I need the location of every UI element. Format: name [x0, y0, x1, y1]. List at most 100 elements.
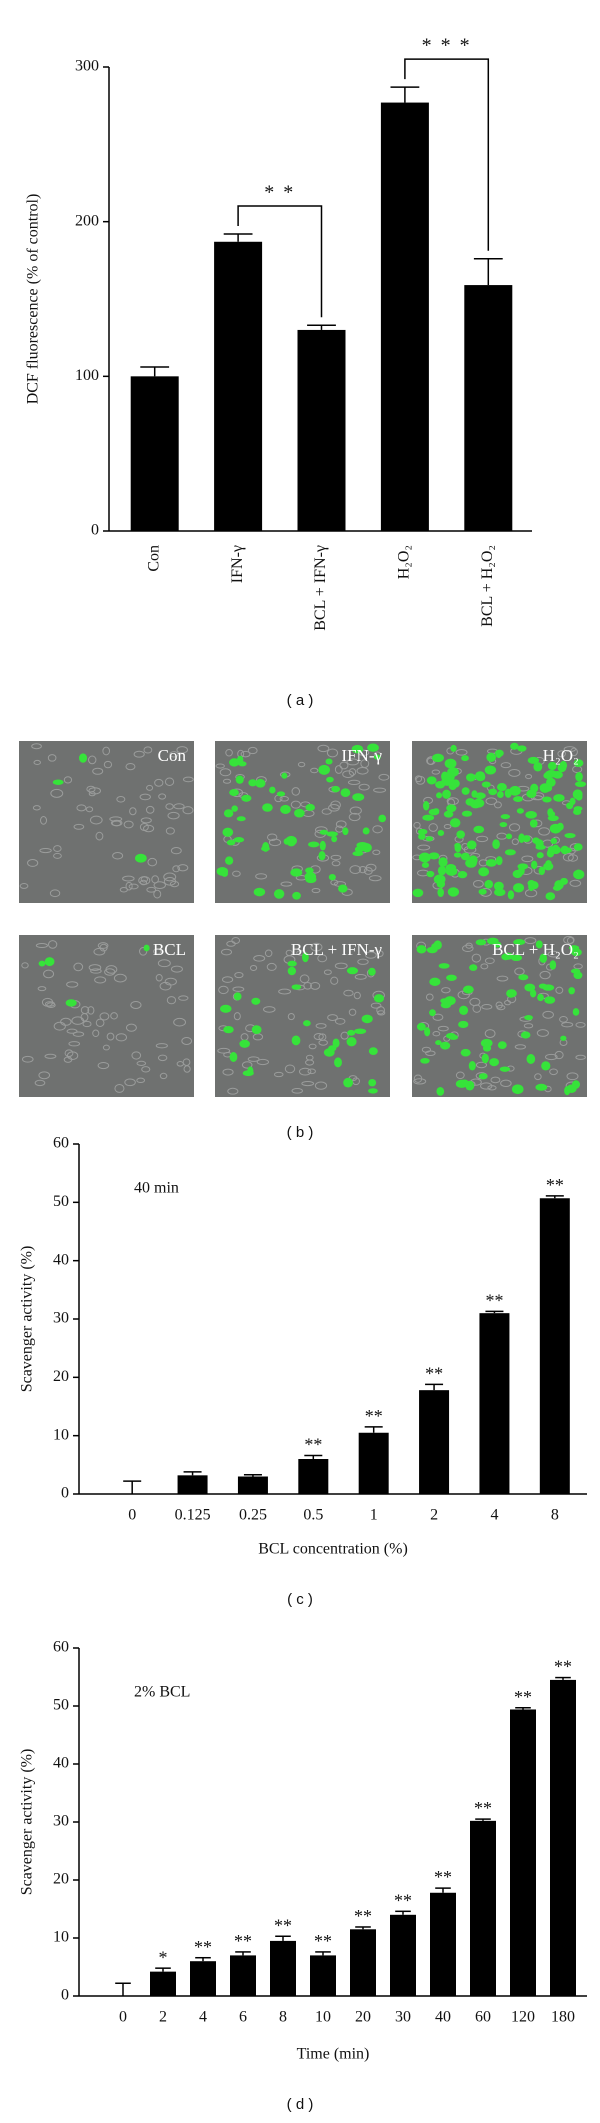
cell — [113, 973, 127, 983]
cell — [511, 838, 519, 846]
fluorescent-cell — [513, 883, 525, 893]
cell — [284, 1064, 296, 1074]
micrograph-label: H₂O₂ — [543, 746, 579, 765]
cell — [297, 761, 306, 768]
fluorescent-cell — [465, 798, 475, 806]
cell — [176, 1061, 184, 1067]
fluorescent-cell — [448, 782, 457, 790]
x-tick-label: 4 — [490, 1507, 498, 1524]
cell — [88, 791, 96, 797]
fluorescent-cell — [440, 1041, 451, 1050]
cell — [376, 950, 384, 957]
cell — [112, 851, 124, 860]
cell — [326, 748, 339, 758]
fluorescent-cell — [346, 1037, 357, 1047]
fluorescent-cell — [253, 887, 266, 897]
significance: ** — [554, 1657, 572, 1677]
fluorescent-cell — [461, 787, 470, 795]
bracket-label: * * * — [422, 35, 472, 57]
fluorescent-cell — [304, 872, 317, 882]
cell — [182, 806, 194, 815]
cell — [68, 1041, 81, 1047]
cell — [330, 854, 342, 861]
fluorescent-cell — [292, 891, 301, 900]
y-tick-label: 10 — [53, 1929, 69, 1946]
fluorescent-cell — [229, 1052, 238, 1063]
fluorescent-cell — [545, 892, 556, 901]
cell — [44, 1001, 56, 1007]
fluorescent-cell — [426, 776, 437, 785]
fluorescent-cell — [509, 785, 521, 796]
fluorescent-cell — [428, 852, 440, 860]
cell — [241, 1061, 253, 1069]
cell — [133, 750, 145, 758]
cell — [353, 991, 361, 1000]
cell — [31, 743, 42, 750]
fluorescent-cell — [262, 803, 273, 812]
fluorescent-cell — [368, 1078, 377, 1087]
fluorescent-cell — [416, 1022, 426, 1031]
cell — [310, 942, 323, 952]
cell — [19, 883, 29, 889]
fluorescent-cell — [568, 987, 575, 995]
error-bar — [390, 86, 420, 103]
cell — [547, 950, 560, 958]
fluorescent-cell — [373, 754, 381, 760]
micrograph-label: IFN-γ — [341, 746, 382, 765]
fluorescent-cell — [496, 783, 507, 792]
fluorescent-cell — [504, 788, 512, 798]
bar — [479, 1313, 510, 1494]
y-tick-label: 300 — [75, 58, 99, 75]
cell — [21, 962, 29, 969]
cell — [225, 748, 233, 757]
x-tick-label: BCL + H₂O₂ — [479, 545, 496, 627]
cell — [268, 838, 282, 847]
fluorescent-cell — [332, 1038, 340, 1048]
cell — [415, 775, 426, 785]
cell — [139, 947, 148, 956]
cell — [146, 784, 154, 791]
fluorescent-cell — [473, 825, 485, 834]
cell — [441, 987, 451, 994]
cell — [82, 1020, 92, 1028]
cell — [278, 988, 292, 995]
cell — [165, 803, 174, 810]
bar — [177, 1475, 208, 1494]
cell — [349, 865, 362, 875]
error-bar — [195, 1956, 211, 1962]
cell — [53, 1021, 66, 1031]
fluorescent-cell — [465, 1080, 475, 1091]
fluorescent-cell — [478, 1073, 488, 1080]
cell — [128, 883, 139, 890]
fluorescent-cell — [425, 836, 434, 842]
cell — [182, 776, 194, 783]
cell — [343, 989, 354, 997]
cell — [115, 1033, 128, 1042]
fluorescent-cell — [510, 954, 523, 962]
bar — [350, 1929, 376, 1996]
cell — [563, 935, 575, 945]
y-tick-label: 20 — [53, 1368, 69, 1385]
fluorescent-cell — [352, 851, 364, 857]
micrograph-label: BCL — [153, 940, 186, 959]
fluorescent-cell — [544, 996, 556, 1004]
fluorescent-cell — [560, 845, 569, 855]
fluorescent-cell — [481, 781, 491, 788]
cell — [240, 750, 251, 758]
error-bar — [115, 1982, 131, 1996]
cell — [575, 1021, 586, 1028]
cell — [76, 804, 87, 812]
fluorescent-cell — [468, 1060, 476, 1071]
cell — [116, 796, 126, 803]
cell — [110, 819, 123, 827]
fluorescent-cell — [283, 838, 290, 845]
significance: ** — [474, 1798, 492, 1818]
x-tick-label: 120 — [511, 2009, 535, 2026]
cell — [521, 855, 534, 863]
cell — [313, 1033, 324, 1041]
cell — [348, 812, 361, 822]
fluorescent-cell — [495, 750, 502, 759]
y-tick-label: 40 — [53, 1251, 69, 1268]
x-tick-label: 1 — [370, 1507, 378, 1524]
bar — [297, 329, 346, 531]
